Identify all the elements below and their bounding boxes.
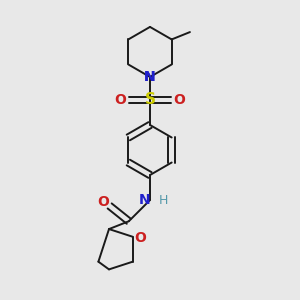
Text: H: H bbox=[159, 194, 168, 207]
Text: O: O bbox=[97, 194, 109, 208]
Text: O: O bbox=[173, 93, 185, 107]
Text: N: N bbox=[139, 193, 151, 207]
Text: N: N bbox=[144, 70, 156, 84]
Text: O: O bbox=[115, 93, 127, 107]
Text: O: O bbox=[134, 231, 146, 245]
Text: N: N bbox=[144, 70, 156, 84]
Text: S: S bbox=[145, 92, 155, 107]
